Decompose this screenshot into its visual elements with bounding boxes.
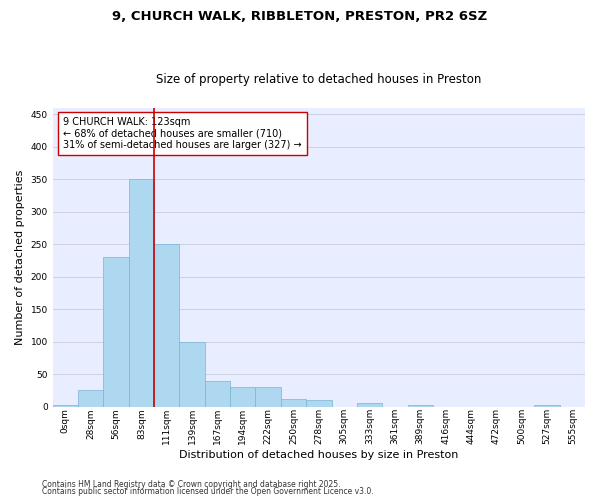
Bar: [306, 400, 332, 406]
Bar: [129, 180, 154, 406]
Bar: [256, 387, 281, 406]
Bar: [407, 404, 433, 406]
Bar: [230, 387, 256, 406]
Text: 9 CHURCH WALK: 123sqm
← 68% of detached houses are smaller (710)
31% of semi-det: 9 CHURCH WALK: 123sqm ← 68% of detached …: [64, 117, 302, 150]
Bar: [281, 399, 306, 406]
Bar: [103, 258, 129, 406]
Text: Contains public sector information licensed under the Open Government Licence v3: Contains public sector information licen…: [42, 487, 374, 496]
X-axis label: Distribution of detached houses by size in Preston: Distribution of detached houses by size …: [179, 450, 458, 460]
Bar: [179, 342, 205, 406]
Bar: [357, 404, 382, 406]
Y-axis label: Number of detached properties: Number of detached properties: [15, 170, 25, 345]
Text: Contains HM Land Registry data © Crown copyright and database right 2025.: Contains HM Land Registry data © Crown c…: [42, 480, 341, 489]
Text: 9, CHURCH WALK, RIBBLETON, PRESTON, PR2 6SZ: 9, CHURCH WALK, RIBBLETON, PRESTON, PR2 …: [112, 10, 488, 23]
Bar: [205, 380, 230, 406]
Title: Size of property relative to detached houses in Preston: Size of property relative to detached ho…: [156, 73, 482, 86]
Bar: [154, 244, 179, 406]
Bar: [78, 390, 103, 406]
